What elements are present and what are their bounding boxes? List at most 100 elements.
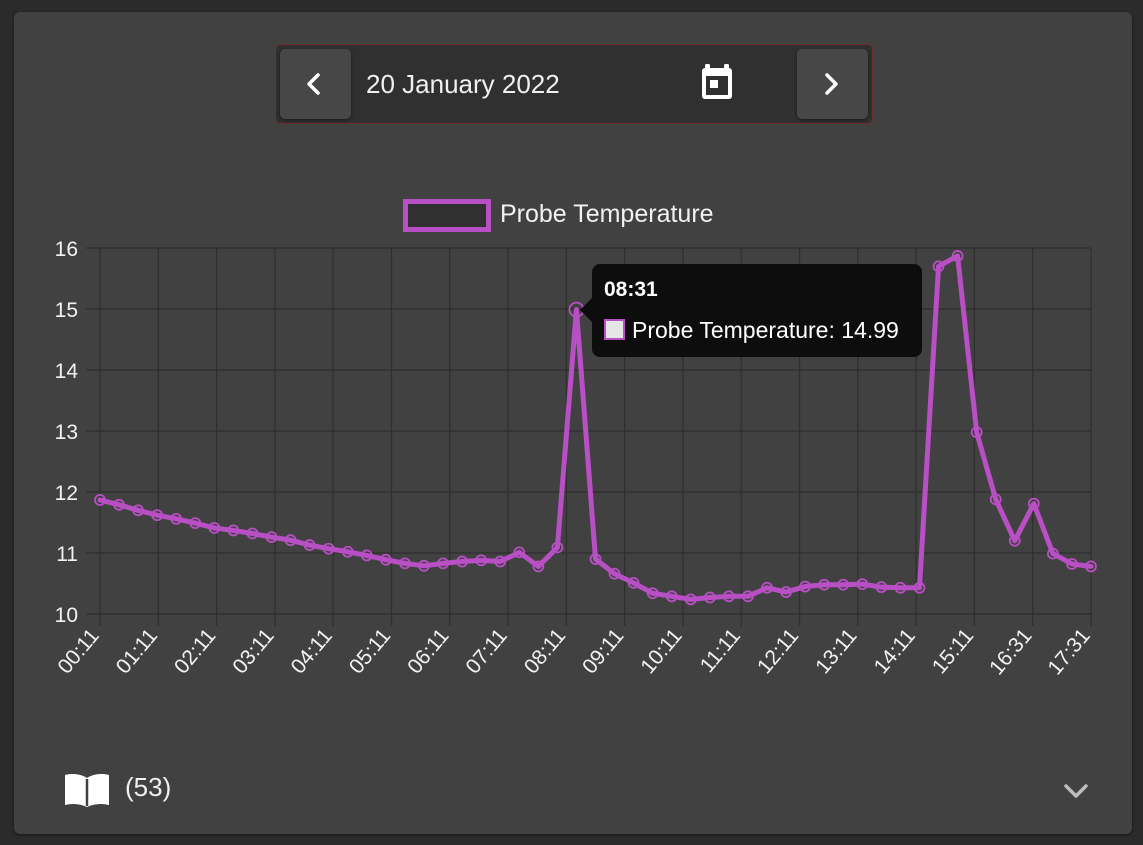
data-point [1066,558,1078,570]
data-point [913,581,926,594]
data-point [513,546,526,559]
data-point [379,553,392,566]
date-navigator: 20 January 2022 [275,44,873,124]
x-tick-label: 16:31 [985,624,1036,679]
data-point [341,545,354,558]
data-point [494,555,507,568]
tooltip-title: 08:31 [604,278,658,301]
line-chart: Probe Temperature 10 11 12 13 14 15 16 00:11 01… [53,199,1097,679]
y-tick-label: 14 [55,360,79,383]
y-tick-label: 13 [55,421,78,444]
y-tick-label: 15 [55,299,78,322]
data-point [665,590,678,603]
data-point [246,527,259,540]
tooltip-swatch [604,319,625,340]
series-line [97,253,1094,602]
x-tick-label: 02:11 [170,624,220,678]
x-tick-label: 06:11 [403,624,453,678]
data-point [151,509,164,522]
data-point [970,426,983,439]
y-tick-label: 10 [55,604,78,627]
data-point [1085,560,1097,573]
previous-day-button[interactable] [280,49,351,119]
data-point [703,591,716,604]
tooltip-label: Probe Temperature: 14.99 [632,317,899,343]
data-point [1046,547,1059,560]
chevron-right-icon [825,73,838,95]
x-tick-label: 03:11 [228,624,278,678]
x-tick-label: 07:11 [461,624,511,678]
data-point [475,554,488,567]
data-point [265,531,278,544]
data-point [1008,534,1021,547]
x-tick-label: 00:11 [53,624,103,678]
chevron-down-icon[interactable] [1063,782,1089,800]
y-axis: 10 11 12 13 14 15 16 [55,238,79,627]
entry-count[interactable]: (53) [125,772,172,802]
data-point [780,586,792,598]
book-open-icon[interactable] [63,772,111,808]
x-tick-label: 05:11 [345,624,395,678]
chevron-left-icon [307,73,320,95]
data-point [589,553,602,565]
data-point [684,593,697,606]
data-point [399,557,411,570]
x-tick-label: 14:11 [870,624,920,678]
x-tick-label: 15:11 [928,624,978,678]
data-point [856,578,869,591]
legend-swatch [403,199,491,232]
data-point [227,524,240,537]
data-point [627,576,640,589]
data-point [170,512,183,525]
x-tick-label: 01:11 [112,624,162,678]
data-point [360,549,373,562]
data-point [189,517,202,530]
data-point [894,581,907,594]
chart-legend: Probe Temperature [403,199,714,232]
data-point [608,567,621,580]
x-tick-label: 04:11 [287,624,337,678]
data-point [94,494,106,506]
data-point [761,581,773,594]
x-tick-label: 12:11 [753,624,803,678]
x-tick-label: 08:11 [520,624,570,678]
series-probe-temperature [94,250,1097,606]
data-point [437,557,449,570]
data-point [456,555,468,568]
data-point [322,542,335,555]
data-point [837,578,850,591]
data-point [818,578,831,591]
chart-card: 20 January 2022 Probe Temperature 10 11 12… [14,12,1132,834]
chart-tooltip: 08:31 Probe Temperature: 14.99 [580,264,922,357]
data-point [989,493,1002,506]
x-tick-label: 13:11 [811,624,861,678]
x-tick-label: 17:31 [1043,624,1094,679]
data-point [932,260,945,273]
data-point [875,581,888,594]
data-point [284,534,297,547]
calendar-icon[interactable] [700,63,734,101]
data-point [551,541,564,554]
data-point [951,250,964,262]
x-tick-label: 11:11 [696,624,745,677]
data-point [532,560,545,573]
y-tick-label: 11 [56,543,78,566]
data-point [113,498,125,511]
data-point [742,590,754,603]
x-tick-label: 09:11 [578,624,628,678]
data-point [208,522,221,534]
data-point [303,539,316,551]
data-point [418,559,430,572]
x-axis: 00:11 01:11 02:11 03:11 04:11 05:11 06:11 07:11… [53,624,1094,679]
data-point [799,580,812,593]
x-tick-label: 10:11 [636,624,686,678]
data-point [723,590,735,603]
legend-label: Probe Temperature [500,200,714,228]
data-point [1027,497,1040,510]
y-tick-label: 16 [55,238,78,261]
date-label[interactable]: 20 January 2022 [366,69,560,99]
y-tick-label: 12 [55,482,78,505]
next-day-button[interactable] [797,49,868,119]
data-point [646,587,659,600]
data-point [132,504,145,517]
